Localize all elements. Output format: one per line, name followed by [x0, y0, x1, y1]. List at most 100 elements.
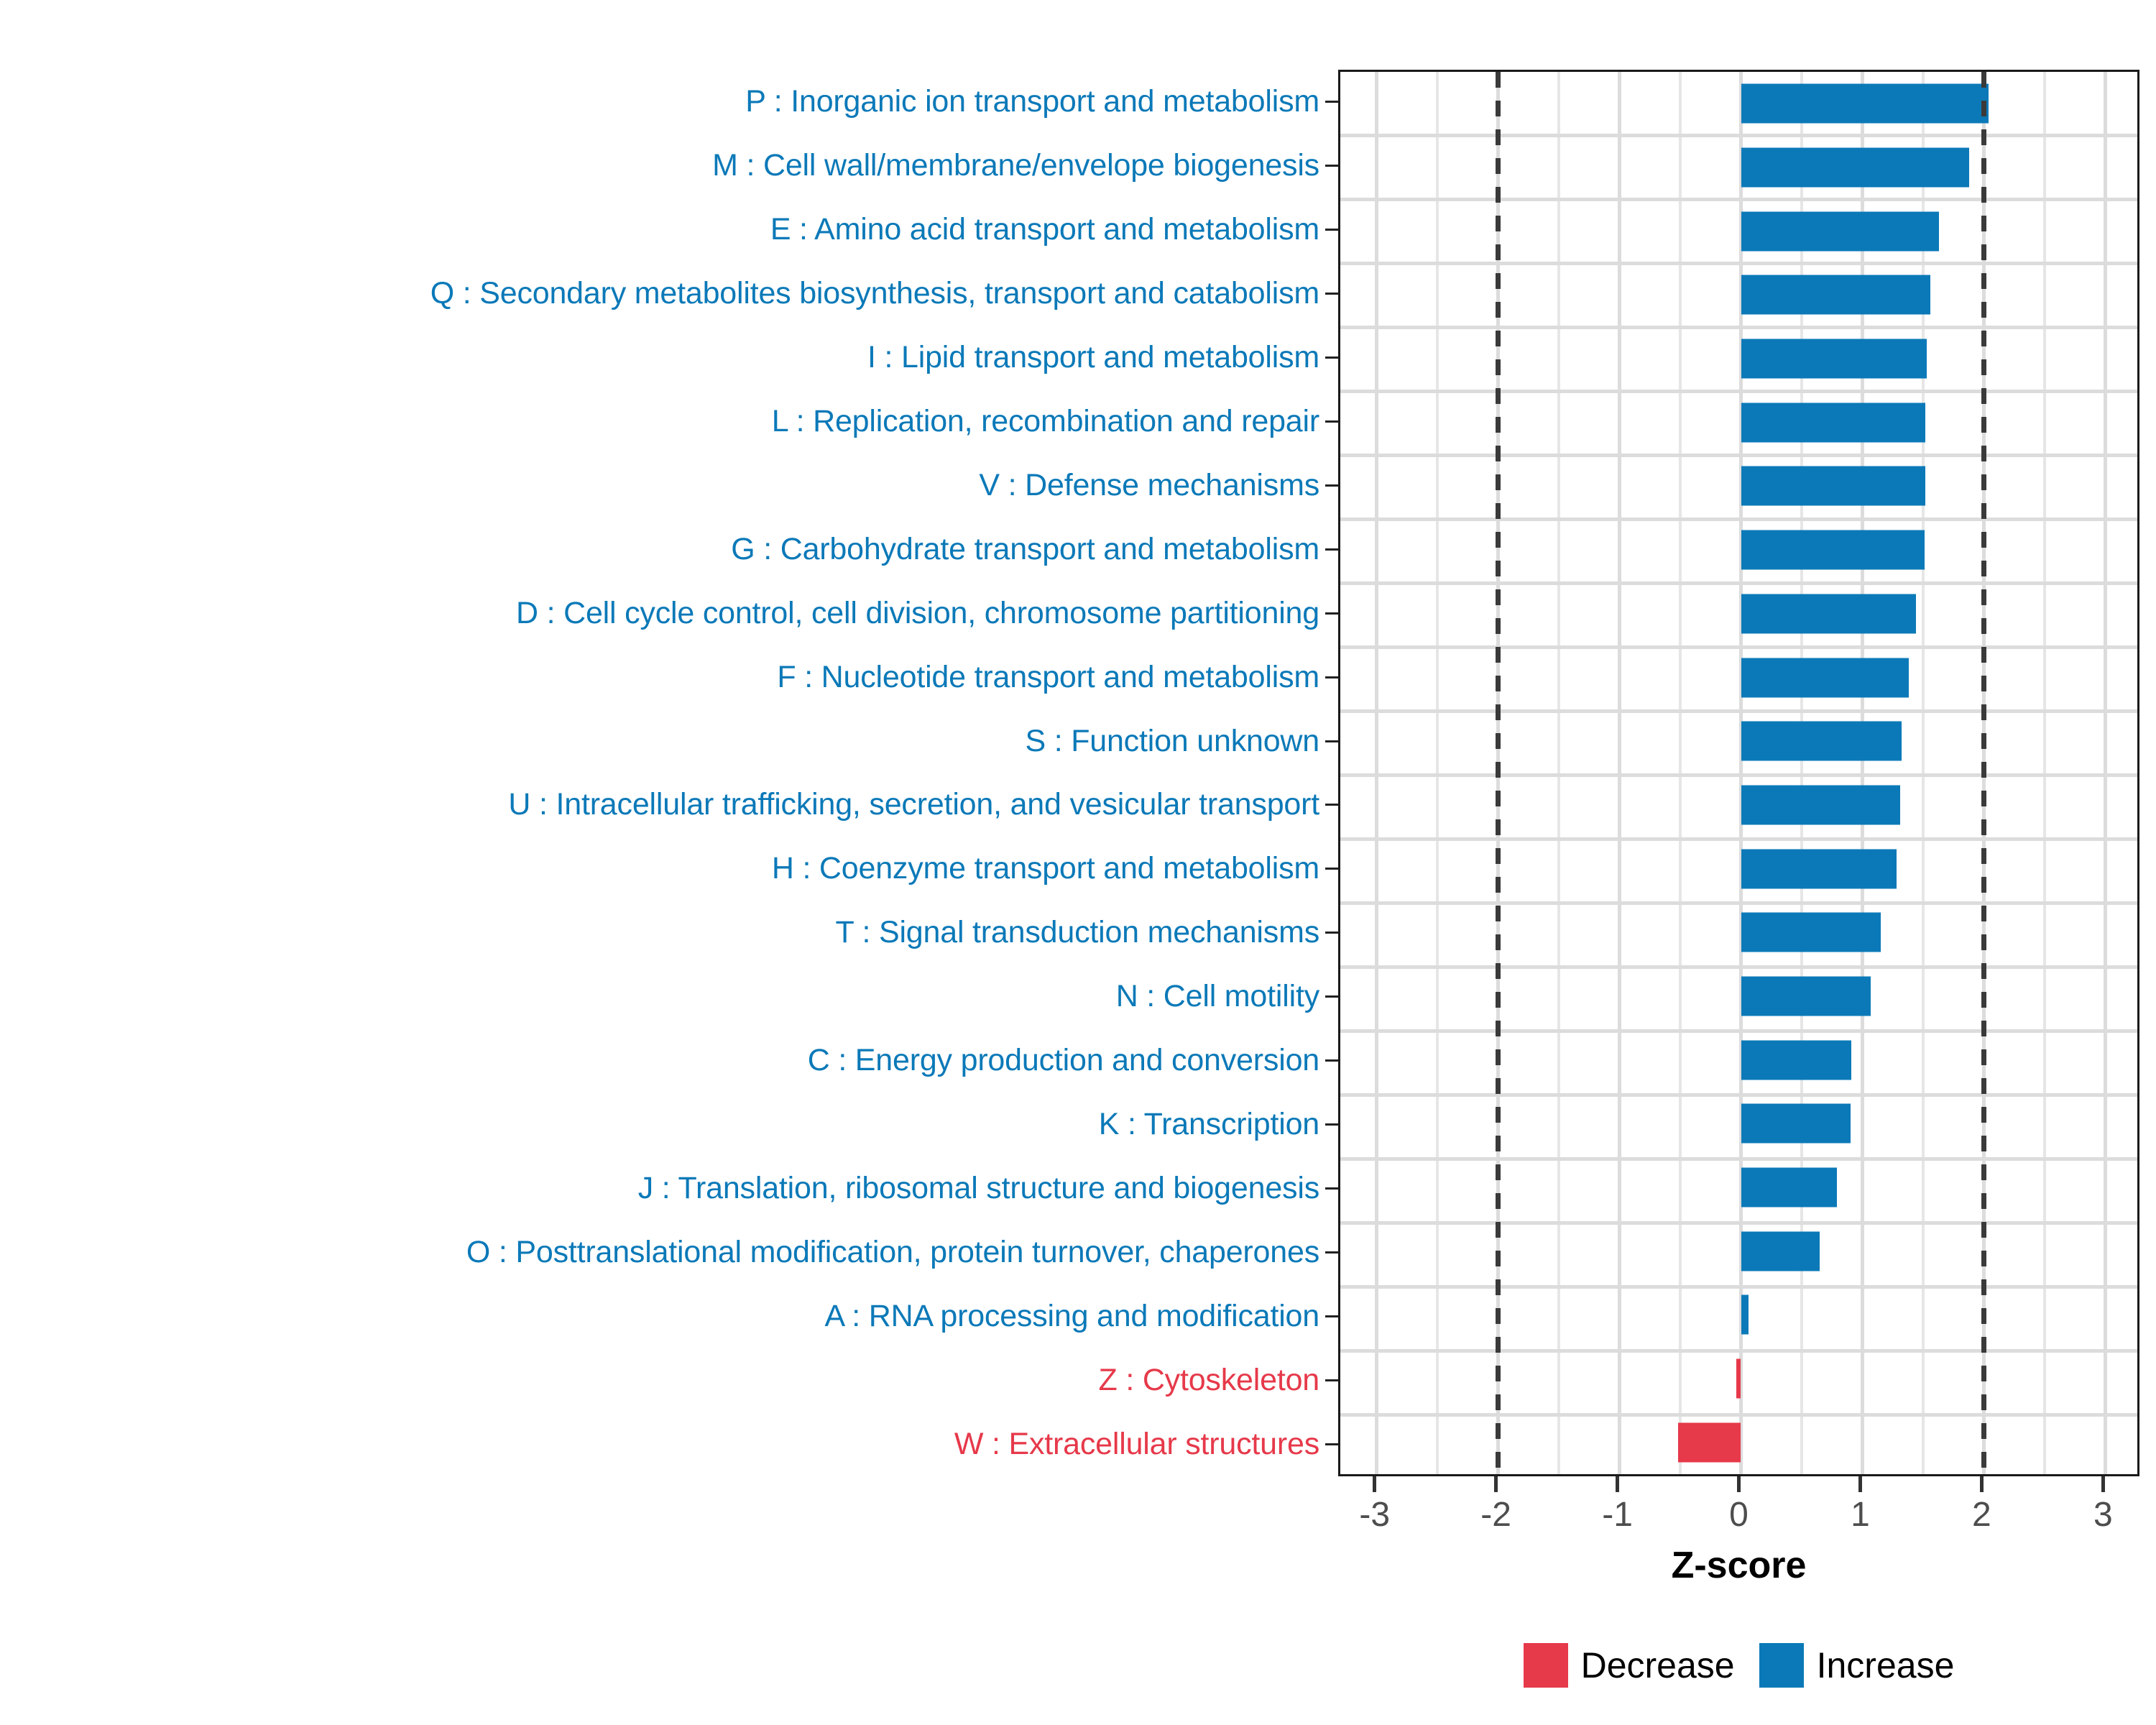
bar-row [1340, 72, 2137, 136]
bar [1741, 912, 1881, 952]
vertical-gridline [1618, 72, 1622, 1474]
bar-row [1340, 965, 2137, 1029]
category-label: W : Extracellular structures [954, 1426, 1319, 1461]
category-row: T : Signal transduction mechanisms [0, 901, 1338, 965]
category-label: T : Signal transduction mechanisms [835, 915, 1319, 950]
bar [1741, 721, 1902, 761]
category-label: H : Coenzyme transport and metabolism [771, 851, 1319, 886]
bar-row [1340, 901, 2137, 965]
bar-row [1340, 773, 2137, 837]
category-row: M : Cell wall/membrane/envelope biogenes… [0, 134, 1338, 198]
category-label: J : Translation, ribosomal structure and… [637, 1171, 1319, 1206]
legend-swatch-icon [1523, 1643, 1568, 1688]
category-tick-mark [1325, 612, 1338, 615]
x-axis-tick-mark [1373, 1476, 1377, 1492]
category-label: Q : Secondary metabolites biosynthesis, … [430, 275, 1319, 310]
bar-row [1340, 837, 2137, 901]
vertical-gridline-minor [1436, 72, 1439, 1474]
category-row: N : Cell motility [0, 965, 1338, 1029]
horizontal-gridline [1340, 1092, 2137, 1097]
bar-row [1340, 1410, 2137, 1474]
category-tick-mark [1325, 932, 1338, 934]
bar-row [1340, 327, 2137, 391]
category-label: D : Cell cycle control, cell division, c… [516, 595, 1319, 630]
category-label: A : RNA processing and modification [824, 1299, 1319, 1334]
bar [1677, 1422, 1741, 1463]
x-axis-tick-label: 1 [1851, 1496, 1870, 1534]
category-tick-mark [1325, 740, 1338, 742]
x-axis-tick-label: 2 [1972, 1496, 1991, 1534]
category-label: M : Cell wall/membrane/envelope biogenes… [712, 147, 1319, 183]
x-axis-tick-mark [1858, 1476, 1862, 1492]
category-row: V : Defense mechanisms [0, 454, 1338, 518]
reference-line [1496, 72, 1501, 1474]
bar-row [1340, 1092, 2137, 1156]
horizontal-gridline [1340, 134, 2137, 138]
bar-row [1340, 1028, 2137, 1092]
bar [1741, 976, 1871, 1016]
horizontal-gridline [1340, 1029, 2137, 1033]
x-axis-tick-label: -3 [1359, 1496, 1391, 1534]
horizontal-gridline [1340, 390, 2137, 394]
category-row: P : Inorganic ion transport and metaboli… [0, 70, 1338, 134]
bar-row [1340, 709, 2137, 773]
horizontal-gridline [1340, 837, 2137, 841]
bar-row [1340, 390, 2137, 454]
category-row: H : Coenzyme transport and metabolism [0, 837, 1338, 901]
category-row: Q : Secondary metabolites biosynthesis, … [0, 262, 1338, 326]
bar [1741, 1040, 1852, 1080]
vertical-gridline-minor [2042, 72, 2046, 1474]
category-row: G : Carbohydrate transport and metabolis… [0, 518, 1338, 581]
horizontal-gridline [1340, 1348, 2137, 1353]
legend-label: Increase [1816, 1645, 1955, 1685]
legend-item[interactable]: Increase [1759, 1643, 1955, 1688]
bar-row [1340, 199, 2137, 263]
category-row: U : Intracellular trafficking, secretion… [0, 773, 1338, 837]
category-label: V : Defense mechanisms [979, 467, 1319, 502]
bar [1741, 658, 1909, 698]
category-label: C : Energy production and conversion [807, 1043, 1319, 1078]
category-row: J : Translation, ribosomal structure and… [0, 1156, 1338, 1220]
category-row: F : Nucleotide transport and metabolism [0, 645, 1338, 709]
horizontal-gridline [1340, 1284, 2137, 1289]
bar [1741, 530, 1925, 570]
bar [1741, 785, 1900, 825]
reference-line [1981, 72, 1986, 1474]
plot-panel [1338, 70, 2139, 1476]
bar-row [1340, 263, 2137, 327]
bar [1741, 594, 1916, 634]
category-label: E : Amino acid transport and metabolism [770, 211, 1319, 247]
category-label: G : Carbohydrate transport and metabolis… [731, 531, 1319, 566]
bar [1741, 339, 1927, 379]
x-axis-tick-label: -1 [1602, 1496, 1633, 1534]
vertical-gridline [1739, 72, 1743, 1474]
category-tick-mark [1325, 1059, 1338, 1062]
legend-label: Decrease [1580, 1645, 1735, 1685]
bar-row [1340, 1347, 2137, 1411]
bar [1736, 1358, 1741, 1399]
bar [1741, 1103, 1851, 1144]
bar [1741, 1231, 1820, 1271]
x-axis-tick-mark [1979, 1476, 1984, 1492]
bar [1741, 466, 1926, 506]
x-axis-tick-mark [1737, 1476, 1741, 1492]
category-row: S : Function unknown [0, 709, 1338, 773]
x-axis-title: Z-score [1671, 1545, 1807, 1586]
bar [1741, 1294, 1749, 1335]
category-tick-mark [1325, 1123, 1338, 1126]
vertical-gridline-minor [1921, 72, 1925, 1474]
bar [1741, 849, 1897, 889]
horizontal-gridline [1340, 709, 2137, 714]
category-row: Z : Cytoskeleton [0, 1348, 1338, 1412]
legend-item[interactable]: Decrease [1523, 1643, 1735, 1688]
horizontal-gridline [1340, 1156, 2137, 1161]
category-tick-mark [1325, 548, 1338, 551]
category-tick-mark [1325, 995, 1338, 998]
horizontal-gridline [1340, 581, 2137, 586]
category-row: C : Energy production and conversion [0, 1029, 1338, 1092]
x-axis-tick-mark [1616, 1476, 1620, 1492]
y-axis-category-labels: P : Inorganic ion transport and metaboli… [0, 70, 1338, 1476]
category-tick-mark [1325, 676, 1338, 678]
horizontal-gridline [1340, 198, 2137, 202]
category-row: L : Replication, recombination and repai… [0, 390, 1338, 454]
